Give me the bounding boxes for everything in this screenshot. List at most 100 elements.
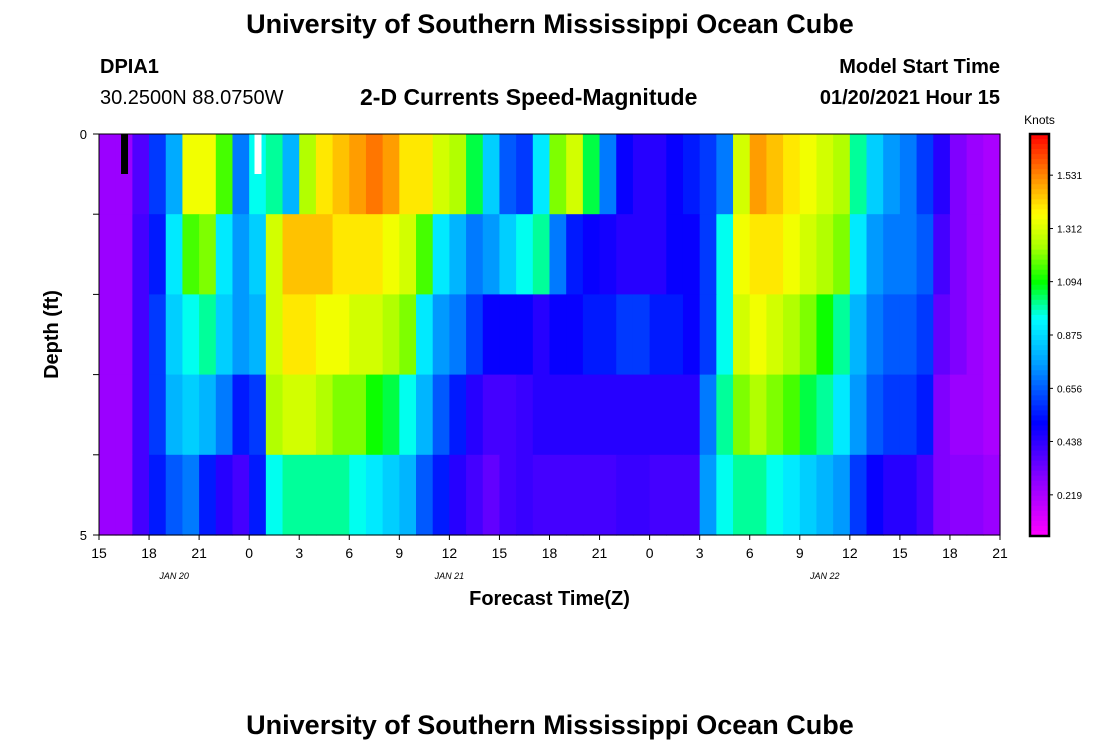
heatmap-cell xyxy=(349,454,367,536)
heatmap-cell xyxy=(549,134,567,215)
heatmap-cell xyxy=(149,294,167,376)
marker-now xyxy=(254,134,262,174)
heatmap-cell xyxy=(766,134,784,215)
heatmap-cell xyxy=(632,214,651,295)
colorbar-segment xyxy=(1030,139,1049,145)
heatmap-cell xyxy=(816,374,834,456)
colorbar-segment xyxy=(1030,314,1049,321)
heatmap-cell xyxy=(899,134,918,215)
colorbar-segment xyxy=(1030,475,1049,482)
colorbar-segment xyxy=(1030,425,1049,432)
date-label: JAN 20 xyxy=(158,571,189,581)
heatmap-cell xyxy=(132,214,150,295)
heatmap-cell xyxy=(149,374,167,456)
colorbar-segment xyxy=(1030,299,1049,306)
heatmap-cell xyxy=(616,374,634,456)
colorbar-segment xyxy=(1030,385,1049,391)
heatmap-cell xyxy=(899,454,918,536)
heatmap-cell xyxy=(382,454,400,536)
heatmap-cell xyxy=(866,454,884,536)
heatmap-cell xyxy=(332,294,350,376)
heatmap-cell xyxy=(783,294,801,376)
heatmap-cell xyxy=(432,134,450,215)
heatmap-cell xyxy=(416,214,434,295)
heatmap-cell xyxy=(499,134,517,215)
heatmap-cell xyxy=(432,214,450,295)
heatmap-cell xyxy=(849,374,868,456)
heatmap-cell xyxy=(733,134,751,215)
heatmap-cell xyxy=(983,134,1001,215)
colorbar-segment xyxy=(1030,380,1049,386)
heatmap-cell xyxy=(332,214,350,295)
heatmap-cell xyxy=(382,374,400,456)
heatmap-cell xyxy=(182,374,200,456)
heatmap-cell xyxy=(382,294,400,376)
colorbar-segment xyxy=(1030,179,1049,185)
heatmap-cell xyxy=(749,214,768,295)
heatmap-cell xyxy=(682,294,701,376)
heatmap-cell xyxy=(516,214,534,295)
heatmap-cell xyxy=(232,454,250,536)
colorbar-segment xyxy=(1030,304,1049,311)
heatmap-cell xyxy=(666,134,684,215)
heatmap-cell xyxy=(182,454,200,536)
colorbar-segment xyxy=(1030,445,1049,452)
heatmap-cell xyxy=(699,214,717,295)
heatmap-cell xyxy=(666,454,684,536)
heatmap-cell xyxy=(566,454,584,536)
x-tick-label: 3 xyxy=(295,545,303,561)
heatmap-cell xyxy=(816,454,834,536)
colorbar-segment xyxy=(1030,440,1049,447)
heatmap-cell xyxy=(833,214,851,295)
x-axis-label: Forecast Time(Z) xyxy=(469,588,630,610)
heatmap-cell xyxy=(99,294,117,376)
heatmap-cell xyxy=(749,134,768,215)
heatmap-cell xyxy=(115,214,133,295)
heatmap-cell xyxy=(799,294,818,376)
heatmap-cell xyxy=(416,294,434,376)
colorbar-segment xyxy=(1030,390,1049,396)
heatmap-cell xyxy=(499,374,517,456)
heatmap-cell xyxy=(682,374,701,456)
heatmap-cell xyxy=(733,214,751,295)
colorbar-segment xyxy=(1030,219,1049,226)
heatmap-cell xyxy=(866,134,884,215)
colorbar-segment xyxy=(1030,340,1049,346)
heatmap-cell xyxy=(699,134,717,215)
heatmap-cell xyxy=(949,374,968,456)
heatmap-cell xyxy=(966,454,984,536)
heatmap-cell xyxy=(716,454,734,536)
heatmap-cell xyxy=(599,134,617,215)
colorbar-segment xyxy=(1030,410,1049,417)
heatmap-cell xyxy=(966,294,984,376)
heatmap-cell xyxy=(799,134,818,215)
colorbar-segment xyxy=(1030,365,1049,371)
heatmap-cell xyxy=(466,134,484,215)
colorbar-segment xyxy=(1030,400,1049,406)
heatmap-cell xyxy=(199,134,217,215)
heatmap-cell xyxy=(449,294,467,376)
heatmap-cell xyxy=(749,454,768,536)
heatmap-cell xyxy=(949,214,968,295)
x-tick-label: 18 xyxy=(542,545,558,561)
heatmap-cell xyxy=(249,134,267,215)
heatmap-cell xyxy=(532,454,551,536)
heatmap-cell xyxy=(149,454,167,536)
x-tick-label: 0 xyxy=(646,545,654,561)
heatmap-cell xyxy=(349,294,367,376)
colorbar-segment xyxy=(1030,510,1049,517)
heatmap-cell xyxy=(282,454,300,536)
heatmap-cell xyxy=(582,294,601,376)
colorbar-segment xyxy=(1030,244,1049,251)
colorbar-segment xyxy=(1030,495,1049,502)
x-tick-label: 12 xyxy=(842,545,858,561)
colorbar-tick-label: 1.531 xyxy=(1057,171,1082,182)
heatmap-cell xyxy=(733,374,751,456)
colorbar-segment xyxy=(1030,259,1049,266)
heatmap-cell xyxy=(249,294,267,376)
heatmap-cell xyxy=(966,374,984,456)
heatmap-cell xyxy=(949,294,968,376)
heatmap-cell xyxy=(766,454,784,536)
heatmap-cell xyxy=(849,134,868,215)
